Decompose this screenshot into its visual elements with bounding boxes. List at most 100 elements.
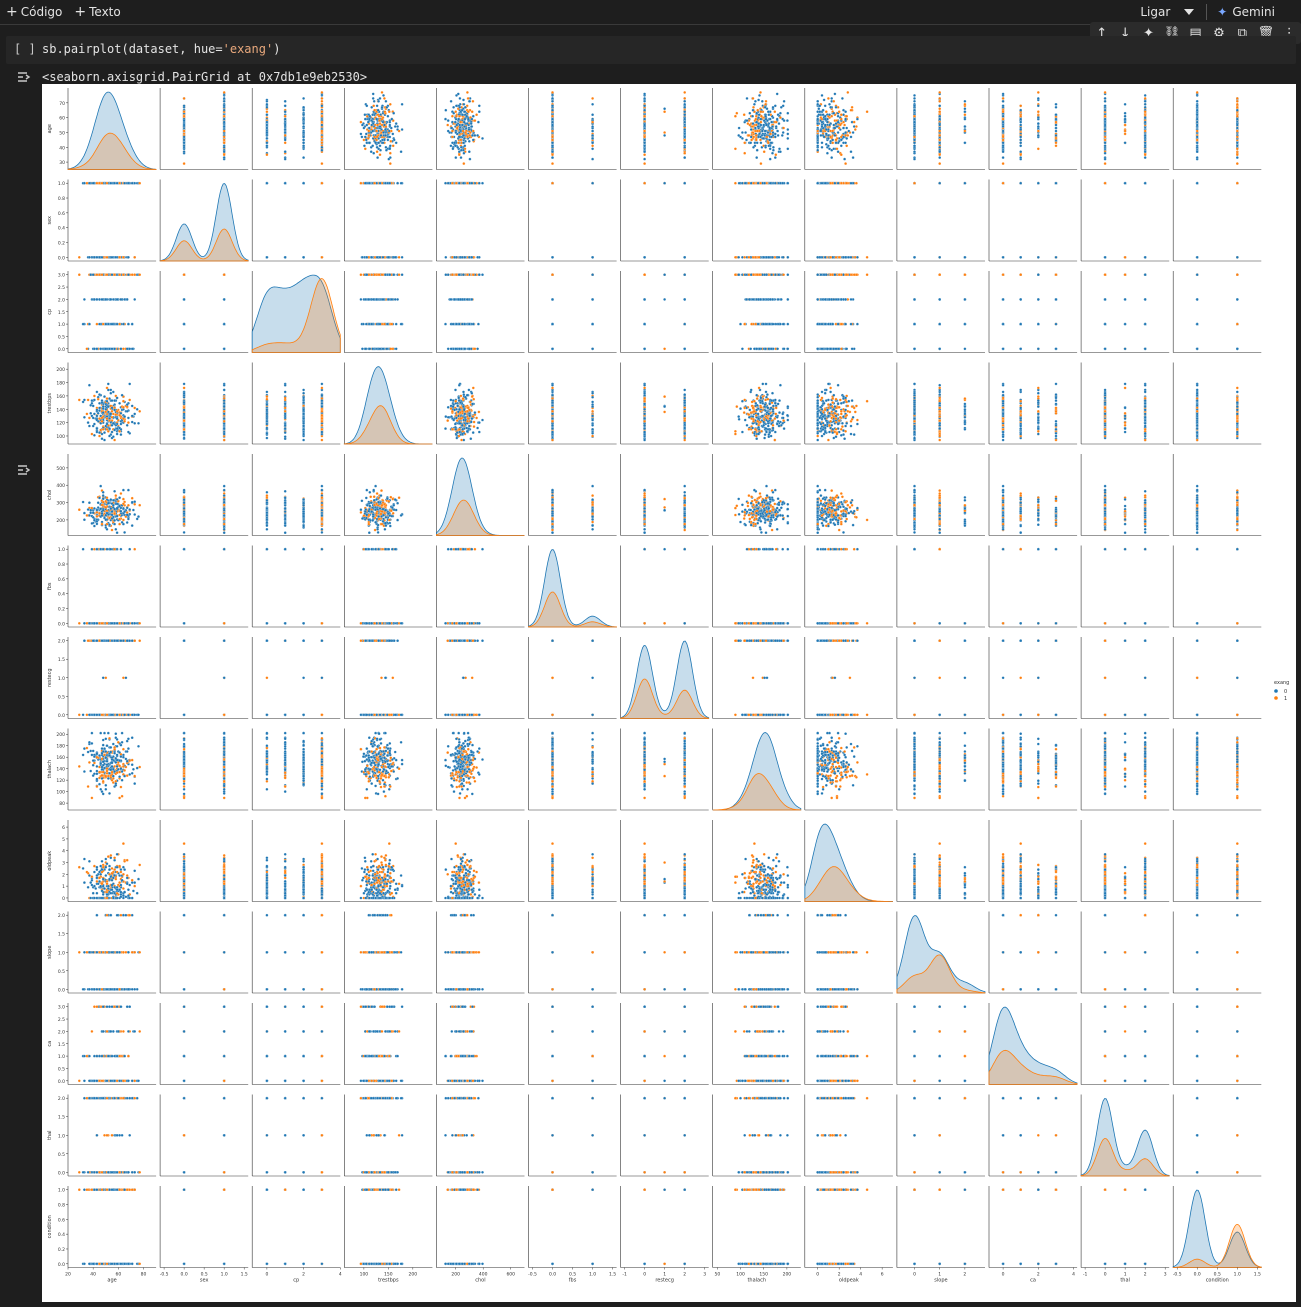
output-toggle-icon[interactable] [16,70,32,84]
scatter-point [454,145,457,148]
scatter-point [302,131,305,134]
scatter-point [383,139,386,142]
scatter-point [395,142,398,145]
scatter-point [321,121,324,124]
scatter-point [365,133,368,136]
scatter-point [379,153,382,156]
add-text-label: Texto [89,5,121,19]
scatter-point [388,158,391,161]
scatter-point [451,115,454,118]
scatter-point [387,115,390,118]
scatter-point [474,119,477,122]
scatter-point [389,152,392,155]
scatter-point [266,121,269,124]
scatter-point [365,139,368,142]
scatter-point [377,142,380,145]
scatter-point [223,150,226,153]
scatter-point [457,142,460,145]
chevron-down-icon[interactable] [1184,9,1194,15]
scatter-point [481,137,484,140]
scatter-point [284,142,287,145]
scatter-point [392,133,395,136]
scatter-point [459,97,462,100]
scatter-point [302,118,305,121]
scatter-point [384,110,387,113]
scatter-point [364,113,367,116]
scatter-point [302,145,305,148]
scatter-point [468,100,471,103]
add-code-label: Código [21,5,63,19]
scatter-point [389,145,392,148]
scatter-point [388,110,391,113]
scatter-point [380,134,383,137]
scatter-point [394,125,397,128]
scatter-point [454,110,457,113]
scatter-point [375,139,378,142]
scatter-point [223,146,226,149]
scatter-point [463,152,466,155]
output-collapse-icon[interactable] [16,463,32,477]
scatter-point [266,127,269,130]
scatter-point [466,122,469,125]
scatter-point [379,97,382,100]
pairplot-figure: 30 40 50 60 70 age 0.0 0.2 0.4 0.6 0.8 1.0 sex 0.0 0.5… [42,84,1296,1302]
scatter-point [371,145,374,148]
scatter-point [360,121,363,124]
run-cell-button[interactable]: [ ] [14,42,36,56]
scatter-point [458,106,461,109]
scatter-point [468,128,471,131]
scatter-point [370,124,373,127]
scatter-point [302,136,305,139]
scatter-point [472,130,475,133]
subplot-age-vs-sex [160,88,248,170]
add-text-button[interactable]: + Texto [74,4,120,20]
scatter-point [302,142,305,145]
scatter-point [266,110,269,113]
scatter-point [376,105,379,108]
scatter-point [463,125,466,128]
scatter-point [377,100,380,103]
scatter-point [396,125,399,128]
scatter-point [223,115,226,118]
scatter-point [398,130,401,133]
scatter-point [452,148,455,151]
scatter-point [223,109,226,112]
scatter-point [368,134,371,137]
scatter-point [378,115,381,118]
scatter-point [361,124,364,127]
add-code-button[interactable]: + Código [6,4,62,20]
scatter-point [302,109,305,112]
scatter-point [460,146,463,149]
scatter-point [266,106,269,109]
connect-button[interactable]: Ligar [1140,5,1170,19]
scatter-point [389,162,392,165]
scatter-point [450,145,453,148]
scatter-point [468,150,471,153]
scatter-point [476,134,479,137]
scatter-point [390,130,393,133]
scatter-point [472,115,475,118]
scatter-point [302,122,305,125]
scatter-point [458,124,461,127]
scatter-point [302,106,305,109]
plus-icon: + [6,4,18,20]
scatter-point [455,156,458,159]
scatter-point [321,130,324,133]
scatter-point [391,118,394,121]
scatter-point [466,136,469,139]
scatter-point [183,115,186,118]
scatter-point [321,97,324,100]
scatter-point [379,122,382,125]
scatter-point [266,113,269,116]
scatter-point [390,140,393,143]
scatter-point [381,91,384,94]
scatter-point [460,156,463,159]
scatter-point [183,119,186,122]
code-editor[interactable]: sb.pairplot(dataset, hue='exang') [42,42,280,56]
scatter-point [478,110,481,113]
scatter-point [284,134,287,137]
scatter-point [377,109,380,112]
scatter-point [266,124,269,127]
code-cell[interactable]: [ ] sb.pairplot(dataset, hue='exang') [6,36,1296,64]
gemini-button[interactable]: Gemini [1232,5,1275,19]
